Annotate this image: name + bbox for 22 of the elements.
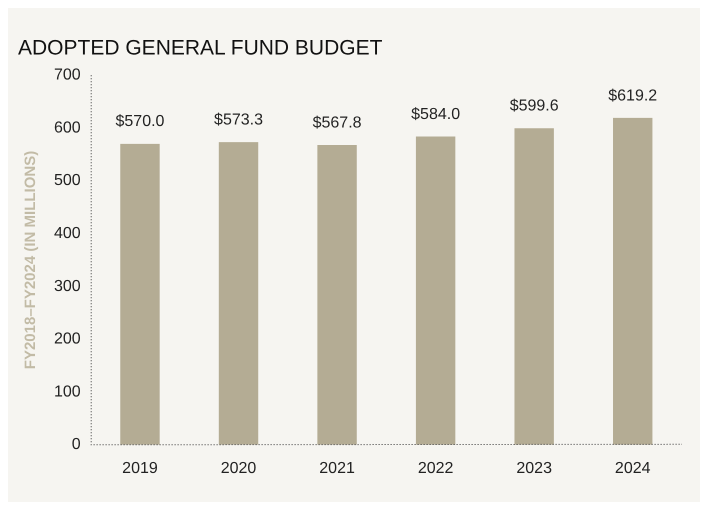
data-label: $619.2 (608, 87, 658, 104)
data-label: $584.0 (411, 106, 460, 123)
y-tick-label: 700 (54, 66, 81, 84)
data-label: $570.0 (116, 113, 165, 130)
x-tick-label: 2020 (220, 460, 256, 477)
y-tick-label: 100 (54, 383, 81, 400)
y-tick-label: 400 (54, 225, 81, 242)
y-tick-label: 300 (54, 278, 81, 295)
data-label: $567.8 (312, 114, 362, 132)
y-tick-label: 0 (72, 436, 81, 454)
y-tick-label: 500 (54, 172, 81, 190)
y-axis-title: FY2018–FY2024 (IN MILLIONS) (22, 150, 40, 370)
x-tick-label: 2019 (122, 460, 158, 477)
y-tick-label: 200 (54, 330, 81, 348)
data-label: $573.3 (214, 112, 264, 129)
chart-title: ADOPTED GENERAL FUND BUDGET (18, 36, 383, 60)
y-tick-label: 600 (54, 119, 81, 136)
x-tick-label: 2022 (418, 460, 454, 477)
x-tick-label: 2021 (319, 460, 355, 477)
data-label: $599.6 (510, 98, 559, 115)
x-tick-label: 2024 (614, 460, 651, 477)
x-tick-label: 2023 (516, 460, 552, 477)
